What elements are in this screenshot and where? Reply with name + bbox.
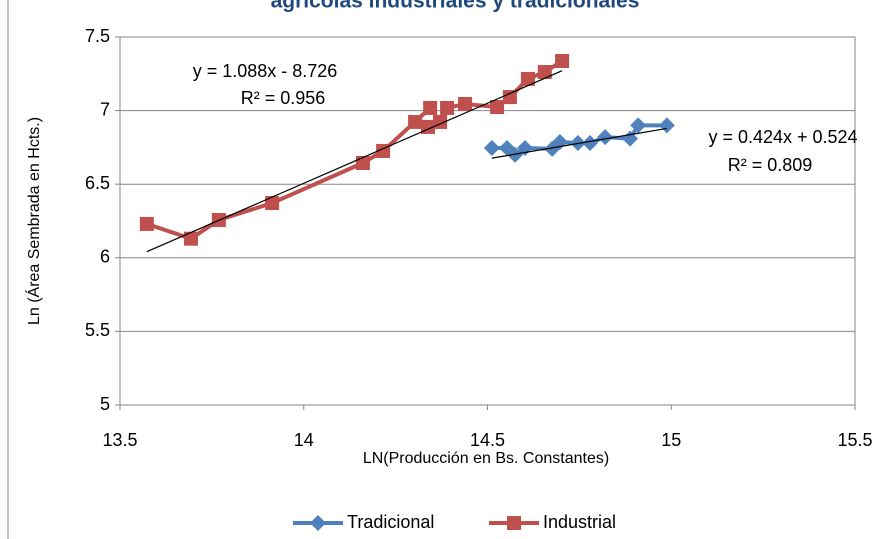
legend-marker (310, 515, 326, 531)
trendline-r2: R² = 0.956 (241, 88, 326, 108)
x-tick-label: 15.5 (837, 430, 872, 450)
trendline (491, 127, 667, 159)
data-point (139, 216, 154, 231)
trendline-equation: y = 0.424x + 0.524 (708, 127, 857, 147)
y-tick-label: 6.5 (85, 173, 110, 193)
trendline (146, 70, 563, 253)
x-axis-label: LN(Producción en Bs. Constantes) (363, 450, 609, 467)
data-point (423, 100, 438, 115)
legend-label: Industrial (543, 512, 616, 532)
data-point (408, 114, 423, 129)
data-point (183, 231, 198, 246)
trendline-r2: R² = 0.809 (728, 155, 813, 175)
y-axis-label: Ln (Área Sembrada en Hcts.) (24, 117, 43, 325)
data-point (555, 53, 570, 68)
y-tick-label: 5.5 (85, 320, 110, 340)
data-point (440, 100, 455, 115)
data-point (502, 90, 517, 105)
legend-marker (507, 516, 521, 530)
data-point (265, 196, 280, 211)
data-point (537, 65, 552, 80)
data-point (490, 100, 505, 115)
chart-title: agrícolas industriales y tradicionales (271, 0, 640, 13)
data-point (483, 139, 500, 156)
y-tick-label: 7 (100, 99, 110, 119)
x-tick-label: 15 (661, 430, 681, 450)
x-tick-label: 14 (294, 430, 314, 450)
plot-border (119, 36, 856, 406)
x-tick-label: 13.5 (102, 430, 137, 450)
data-point (582, 134, 599, 151)
x-tick-label: 14.5 (470, 430, 505, 450)
data-point (597, 129, 614, 146)
data-point (630, 117, 647, 134)
legend-label: Tradicional (347, 512, 434, 532)
y-tick-label: 5 (100, 394, 110, 414)
y-tick-label: 7.5 (85, 26, 110, 46)
data-point (658, 117, 675, 134)
trendline-equation: y = 1.088x - 8.726 (193, 61, 338, 81)
y-tick-label: 6 (100, 247, 110, 267)
data-point (458, 96, 473, 111)
data-point (520, 71, 535, 86)
